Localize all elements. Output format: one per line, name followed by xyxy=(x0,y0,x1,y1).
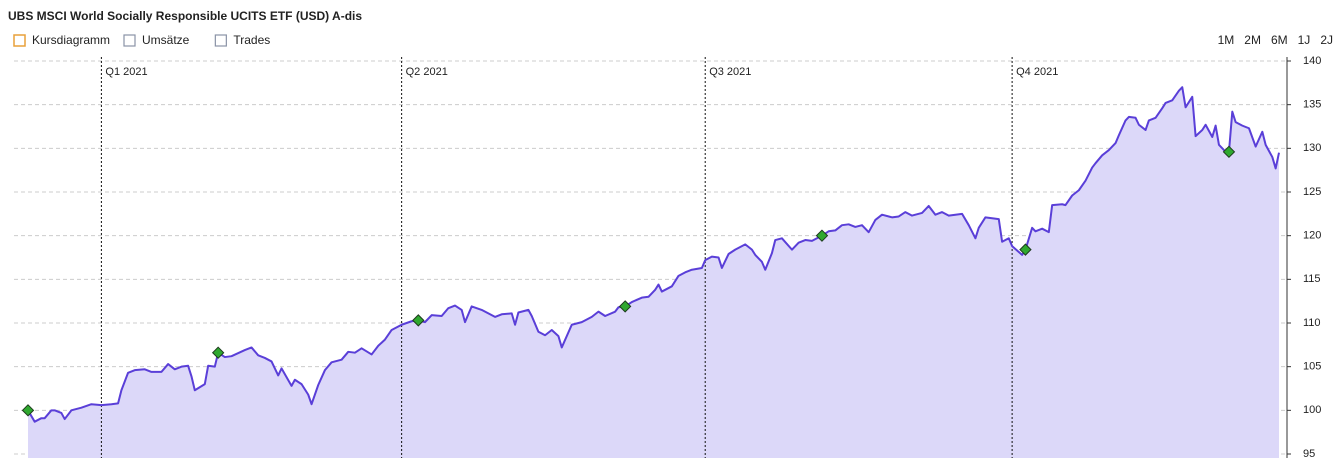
y-tick-label: 95 xyxy=(1303,448,1315,460)
range-button[interactable]: 2M xyxy=(1244,33,1261,47)
y-tick-label: 105 xyxy=(1303,361,1321,373)
chart-title: UBS MSCI World Socially Responsible UCIT… xyxy=(8,9,362,23)
y-tick-label: 135 xyxy=(1303,99,1321,111)
trade-marker xyxy=(815,229,829,242)
x-tick-label: Q2 2021 xyxy=(406,66,448,78)
toggle-label[interactable]: Trades xyxy=(233,33,270,47)
trade-marker xyxy=(412,314,425,327)
y-tick-label: 120 xyxy=(1303,230,1321,242)
x-tick-label: Q3 2021 xyxy=(709,66,751,78)
trade-marker xyxy=(21,404,35,417)
toggle-label[interactable]: Umsätze xyxy=(142,33,190,47)
trade-marker xyxy=(1222,145,1236,159)
y-tick-label: 140 xyxy=(1303,55,1321,67)
y-tick-label: 130 xyxy=(1303,142,1321,154)
range-button[interactable]: 1J xyxy=(1298,33,1311,47)
x-tick-label: Q4 2021 xyxy=(1016,66,1058,78)
range-button[interactable]: 1M xyxy=(1218,33,1235,47)
x-tick-label: Q1 2021 xyxy=(105,66,147,78)
trade-marker xyxy=(1019,243,1032,256)
y-tick-label: 110 xyxy=(1303,317,1321,329)
y-tick-label: 100 xyxy=(1303,404,1321,416)
area-fill xyxy=(28,87,1279,458)
toggle-checkbox[interactable] xyxy=(214,34,227,47)
legend-checkbox[interactable] xyxy=(13,34,26,47)
trade-marker xyxy=(618,300,632,313)
y-tick-label: 125 xyxy=(1303,186,1321,198)
legend-label[interactable]: Kursdiagramm xyxy=(32,33,110,47)
range-button[interactable]: 6M xyxy=(1271,33,1288,47)
price-line xyxy=(27,86,1280,423)
toggle-checkbox[interactable] xyxy=(123,34,136,47)
y-tick-label: 115 xyxy=(1303,273,1321,285)
trade-marker xyxy=(211,346,225,359)
range-button[interactable]: 2J xyxy=(1320,33,1333,47)
